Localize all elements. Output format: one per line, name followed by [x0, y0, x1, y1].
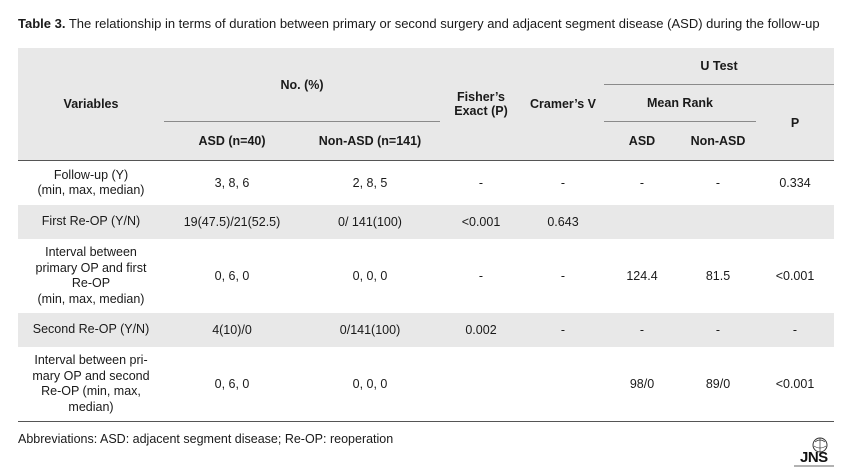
- caption-text: The relationship in terms of duration be…: [65, 16, 820, 31]
- footnote: Abbreviations: ASD: adjacent segment dis…: [18, 432, 394, 446]
- cell-asd: 4(10)/0: [212, 323, 252, 337]
- table-row: Follow-up (Y) (min, max, median) 3, 8, 6 …: [18, 161, 834, 206]
- cell-variable: First Re-OP (Y/N): [41, 214, 141, 229]
- cell-fisher: 0.002: [465, 323, 497, 337]
- header-cramer: Cramer’s V: [529, 97, 596, 111]
- table-row: Second Re-OP (Y/N) 4(10)/0 0/141(100) 0.…: [18, 313, 834, 347]
- cell-mr-asd: [604, 205, 680, 239]
- header-mr-asd: ASD: [628, 134, 656, 148]
- cell-non-asd: 0, 0, 0: [352, 269, 388, 283]
- table-caption: Table 3. The relationship in terms of du…: [18, 16, 820, 31]
- caption-label: Table 3.: [18, 16, 66, 31]
- cell-mr-asd: -: [639, 176, 645, 190]
- cell-mr-non-asd: [680, 205, 756, 239]
- cell-mr-asd: 98/0: [629, 377, 655, 391]
- cell-cramer: -: [560, 323, 566, 337]
- cell-p: <0.001: [775, 377, 815, 391]
- cell-fisher: -: [478, 269, 484, 283]
- cell-asd: 0, 6, 0: [214, 377, 250, 391]
- cell-variable: Interval between primary OP and first Re-O…: [35, 245, 147, 306]
- cell-p: [756, 205, 834, 239]
- cell-non-asd: 0/141(100): [339, 323, 401, 337]
- header-mean-rank: Mean Rank: [604, 84, 756, 122]
- table-row: Interval between pri-mary OP and second R…: [18, 347, 834, 422]
- cell-non-asd: 0, 0, 0: [352, 377, 388, 391]
- cell-cramer: -: [560, 269, 566, 283]
- cell-variable: Follow-up (Y) (min, max, median): [37, 167, 145, 198]
- cell-cramer: [522, 347, 604, 422]
- header-no-pct: No. (%): [164, 48, 440, 122]
- cell-asd: 0, 6, 0: [214, 269, 250, 283]
- journal-logo-icon: [794, 437, 834, 467]
- cell-mr-non-asd: -: [715, 323, 721, 337]
- cell-variable: Second Re-OP (Y/N): [32, 322, 150, 337]
- cell-cramer: 0.643: [547, 215, 579, 229]
- cell-asd: 19(47.5)/21(52.5): [183, 215, 281, 229]
- journal-logo-text: JNS: [800, 449, 828, 466]
- cell-asd: 3, 8, 6: [214, 176, 250, 190]
- cell-mr-non-asd: 89/0: [705, 377, 731, 391]
- cell-mr-non-asd: 81.5: [705, 269, 731, 283]
- cell-non-asd: 2, 8, 5: [352, 176, 388, 190]
- cell-fisher: [440, 347, 522, 422]
- cell-mr-non-asd: -: [715, 176, 721, 190]
- cell-non-asd: 0/ 141(100): [338, 215, 402, 229]
- cell-mr-asd: -: [639, 323, 645, 337]
- cell-cramer: -: [560, 176, 566, 190]
- header-p: P: [790, 115, 800, 130]
- header-non-asd: Non-ASD (n=141): [318, 134, 422, 148]
- cell-p: 0.334: [779, 176, 811, 190]
- cell-p: <0.001: [775, 269, 815, 283]
- header-fisher: Fisher’s Exact (P): [454, 90, 508, 118]
- table-row: Interval between primary OP and first Re-O…: [18, 239, 834, 313]
- cell-mr-asd: 124.4: [626, 269, 658, 283]
- header-variables: Variables: [63, 97, 119, 111]
- cell-fisher: <0.001: [461, 215, 501, 229]
- header-mr-non-asd: Non-ASD: [690, 134, 746, 148]
- table-row: First Re-OP (Y/N) 19(47.5)/21(52.5) 0/ 1…: [18, 205, 834, 239]
- data-table: Variables No. (%) Fisher’s Exact (P) Cra…: [18, 48, 834, 422]
- header-asd: ASD (n=40): [198, 134, 266, 148]
- header-u-test: U Test: [604, 48, 834, 85]
- cell-variable: Interval between pri-mary OP and second R…: [32, 353, 150, 414]
- cell-p: -: [792, 323, 798, 337]
- cell-fisher: -: [478, 176, 484, 190]
